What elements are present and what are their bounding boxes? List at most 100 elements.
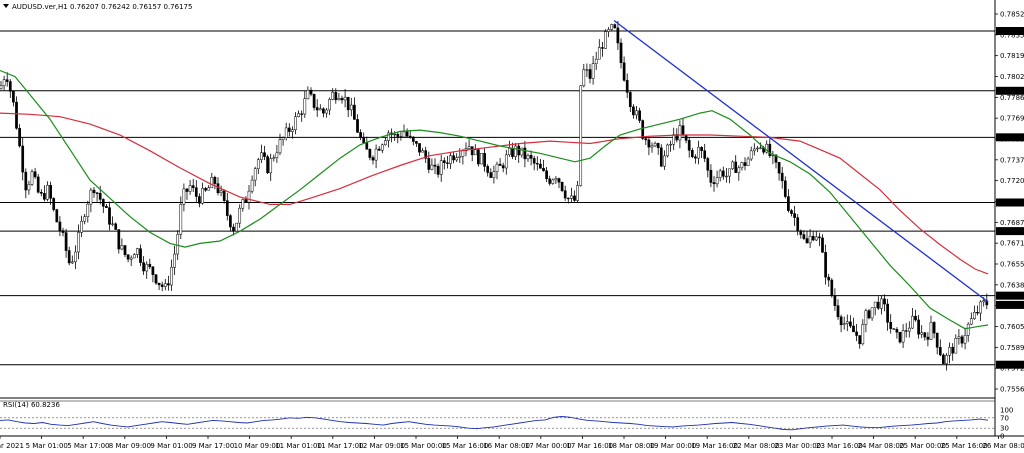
candle	[973, 305, 976, 320]
candle	[904, 323, 908, 338]
candle	[539, 159, 542, 169]
candle	[449, 152, 452, 170]
candle	[139, 244, 142, 267]
level-tag-label-7: 0.75684	[998, 361, 1024, 369]
candle	[284, 122, 288, 141]
candle	[728, 168, 731, 184]
candle	[207, 185, 211, 191]
candle	[560, 181, 564, 193]
candle	[873, 301, 877, 316]
candle	[635, 106, 638, 120]
candle	[95, 192, 99, 202]
candle	[923, 331, 927, 341]
candle	[374, 144, 378, 169]
candle	[498, 158, 502, 166]
candle	[204, 186, 207, 192]
trendline[interactable]	[613, 20, 989, 303]
candle	[480, 152, 483, 165]
candle	[548, 175, 552, 186]
candle	[61, 227, 65, 237]
fast-moving-average-line	[0, 69, 989, 330]
level-tag-0: 0.78424	[996, 27, 1024, 36]
candle	[154, 274, 158, 285]
candle	[111, 216, 114, 227]
candle	[876, 296, 880, 311]
x-tick-label-18: 22 Mar 08:00	[733, 442, 780, 450]
candle	[380, 143, 384, 154]
x-tick-label-7: 11 Mar 01:00	[275, 442, 322, 450]
candle	[790, 208, 793, 217]
candle	[201, 182, 204, 205]
candle	[532, 155, 536, 171]
level-tag-4: 0.76781	[996, 227, 1024, 236]
candle	[160, 281, 164, 292]
candle	[396, 132, 400, 144]
candle	[814, 231, 818, 241]
candle	[839, 314, 843, 333]
candle	[70, 255, 74, 265]
candle	[185, 188, 189, 200]
candle	[408, 130, 412, 139]
rsi-tick-label-0: 100	[1000, 407, 1013, 415]
candle	[371, 155, 375, 165]
candle	[123, 245, 127, 258]
candle	[901, 324, 905, 349]
x-tick-label-3: 8 Mar 09:00	[109, 442, 151, 450]
candle	[433, 158, 437, 175]
chart-menu-arrow-icon[interactable]	[3, 4, 9, 8]
y-tick-label-8: 0.77205	[1000, 177, 1024, 185]
candle	[920, 325, 924, 339]
candle	[935, 332, 939, 355]
x-tick-label-12: 16 Mar 08:00	[483, 442, 530, 450]
candle	[827, 273, 831, 287]
candle	[436, 163, 440, 178]
candle	[219, 185, 223, 197]
candle	[672, 127, 676, 151]
candle	[966, 322, 970, 342]
rsi-label: RSI(14) 60.8236	[3, 401, 60, 409]
candle	[368, 148, 372, 161]
candle	[889, 314, 893, 334]
candle	[430, 158, 434, 171]
candle	[101, 198, 105, 214]
candle	[86, 200, 90, 223]
candle	[198, 193, 201, 208]
rsi-panel[interactable]: RSI(14) 60.8236 10070300	[0, 397, 1013, 441]
candle	[551, 178, 555, 185]
candle	[232, 223, 235, 236]
candle	[951, 343, 955, 361]
x-tick-label-21: 24 Mar 08:00	[858, 442, 905, 450]
candle	[5, 72, 9, 87]
candle	[384, 137, 387, 146]
candle	[157, 282, 161, 290]
candle	[824, 244, 827, 285]
candle	[2, 75, 6, 91]
candle	[24, 168, 28, 199]
candle	[793, 205, 796, 226]
candle	[845, 314, 849, 332]
candle	[700, 146, 703, 159]
candle	[811, 230, 815, 242]
candle	[969, 312, 973, 326]
y-tick-label-1: 0.78355	[1000, 31, 1024, 39]
candle	[253, 166, 257, 187]
x-tick-label-2: 5 Mar 17:00	[67, 442, 109, 450]
candle	[678, 120, 682, 149]
candle	[898, 331, 902, 344]
candle	[486, 164, 490, 177]
candle	[737, 165, 741, 181]
candle	[932, 321, 936, 339]
candle	[43, 185, 46, 202]
candle	[628, 90, 632, 113]
candle	[622, 56, 626, 82]
candle	[306, 86, 310, 100]
candle	[163, 279, 167, 291]
y-tick-label-3: 0.78025	[1000, 73, 1024, 81]
candle	[439, 154, 443, 182]
price-panel[interactable]	[0, 20, 995, 371]
